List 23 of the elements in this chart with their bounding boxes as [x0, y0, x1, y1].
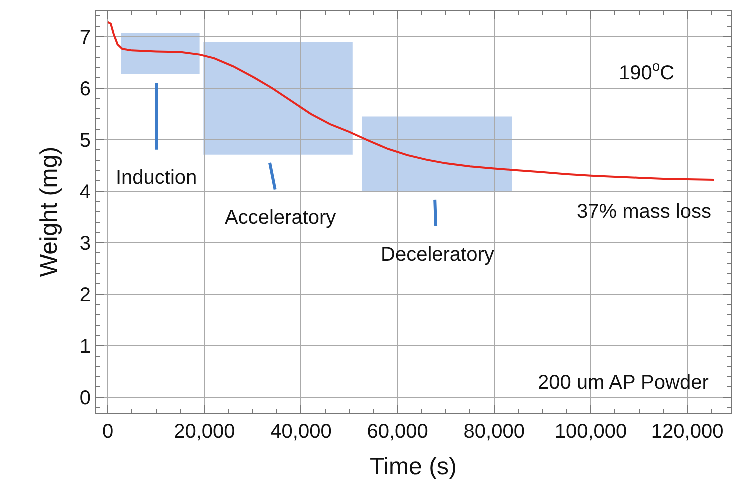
annotation: 37% mass loss	[577, 201, 712, 223]
annotation: Acceleratory	[225, 207, 336, 229]
y-tick-label: 6	[80, 78, 91, 100]
x-tick-label: 0	[102, 421, 114, 443]
x-tick-label: 80,000	[464, 421, 525, 443]
x-tick-label: 60,000	[367, 421, 428, 443]
annotation: Deceleratory	[381, 244, 494, 266]
y-tick-label: 1	[80, 336, 91, 358]
x-tick-label: 20,000	[174, 421, 236, 443]
annotation: 200 um AP Powder	[538, 372, 710, 394]
y-tick-label: 4	[80, 181, 91, 204]
y-tick-label: 5	[80, 130, 91, 152]
x-tick-label: 40,000	[270, 421, 332, 443]
x-tick-label: 120,000	[651, 421, 724, 443]
y-axis-title: Weight (mg)	[36, 146, 63, 278]
x-tick-label: 100,000	[554, 421, 628, 443]
y-tick-label: 2	[80, 284, 91, 306]
x-axis-title: Time (s)	[370, 453, 458, 480]
y-tick-label: 7	[80, 26, 91, 49]
y-tick-label: 0	[80, 388, 91, 410]
annotation: 190$^{o}$C	[619, 58, 675, 84]
y-tick-label: 3	[80, 232, 91, 255]
annotation: Induction	[116, 167, 198, 189]
